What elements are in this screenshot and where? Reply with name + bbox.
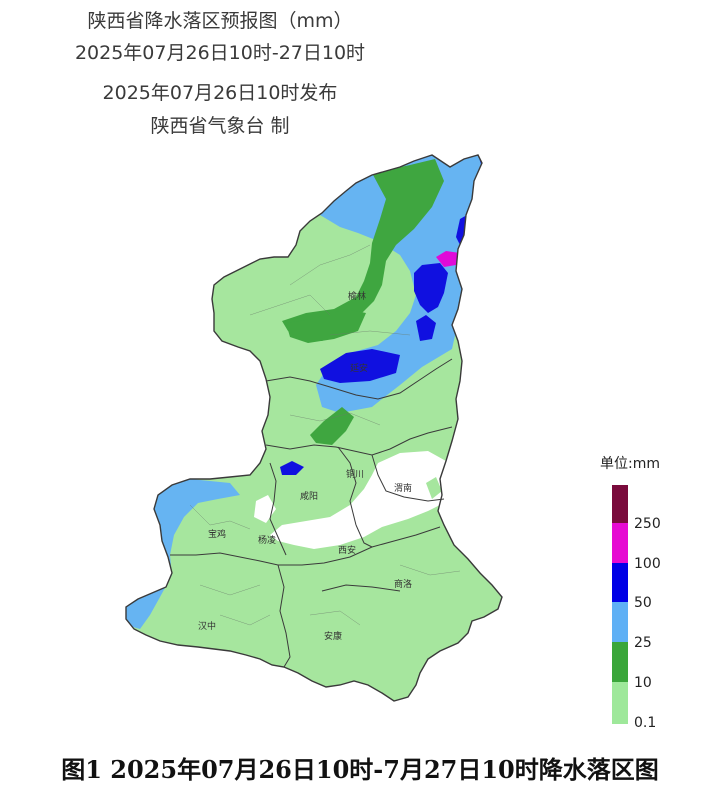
- legend-swatch-100-250: [612, 523, 628, 563]
- figure-caption: 图1 2025年07月26日10时-7月27日10时降水落区图: [61, 755, 659, 784]
- city-label-baoji: 宝鸡: [208, 528, 226, 540]
- legend-swatch-50-100: [612, 563, 628, 602]
- city-label-hanzhong: 汉中: [198, 620, 216, 632]
- legend-label-0.1: 0.1: [634, 715, 657, 731]
- city-label-shangluo: 商洛: [394, 578, 412, 590]
- city-label-yulin: 榆林: [348, 290, 366, 302]
- precipitation-map: 榆林 延安 铜川 渭南 咸阳 宝鸡 杨凌 西安 商洛 汉中 安康: [125, 154, 503, 702]
- city-label-weinan: 渭南: [394, 482, 412, 494]
- legend-label-50: 50: [634, 595, 652, 611]
- city-label-yangling: 杨凌: [258, 534, 276, 546]
- city-label-ankang: 安康: [324, 630, 342, 642]
- issue-time: 2025年07月26日10时发布: [102, 82, 338, 104]
- legend-title: 单位:mm: [600, 456, 660, 472]
- legend-label-25: 25: [634, 635, 652, 651]
- legend-label-250: 250: [634, 516, 661, 532]
- producer-label: 陕西省气象台 制: [150, 115, 290, 137]
- legend-swatch-10-25: [612, 642, 628, 682]
- city-label-yanan: 延安: [350, 362, 368, 374]
- legend-label-100: 100: [634, 556, 661, 572]
- legend-swatch-25-50: [612, 602, 628, 642]
- city-label-xianyang: 咸阳: [300, 490, 318, 502]
- city-label-xian: 西安: [338, 544, 356, 556]
- legend-swatch-0.1-10: [612, 682, 628, 724]
- legend: 单位:mm 250 100 50 25 10 0.1: [598, 453, 708, 733]
- city-label-tongchuan: 铜川: [346, 468, 364, 480]
- legend-label-10: 10: [634, 675, 652, 691]
- legend-swatch-250plus: [612, 485, 628, 523]
- forecast-period: 2025年07月26日10时-27日10时: [74, 42, 366, 64]
- map-title: 陕西省降水落区预报图（mm）: [87, 10, 353, 32]
